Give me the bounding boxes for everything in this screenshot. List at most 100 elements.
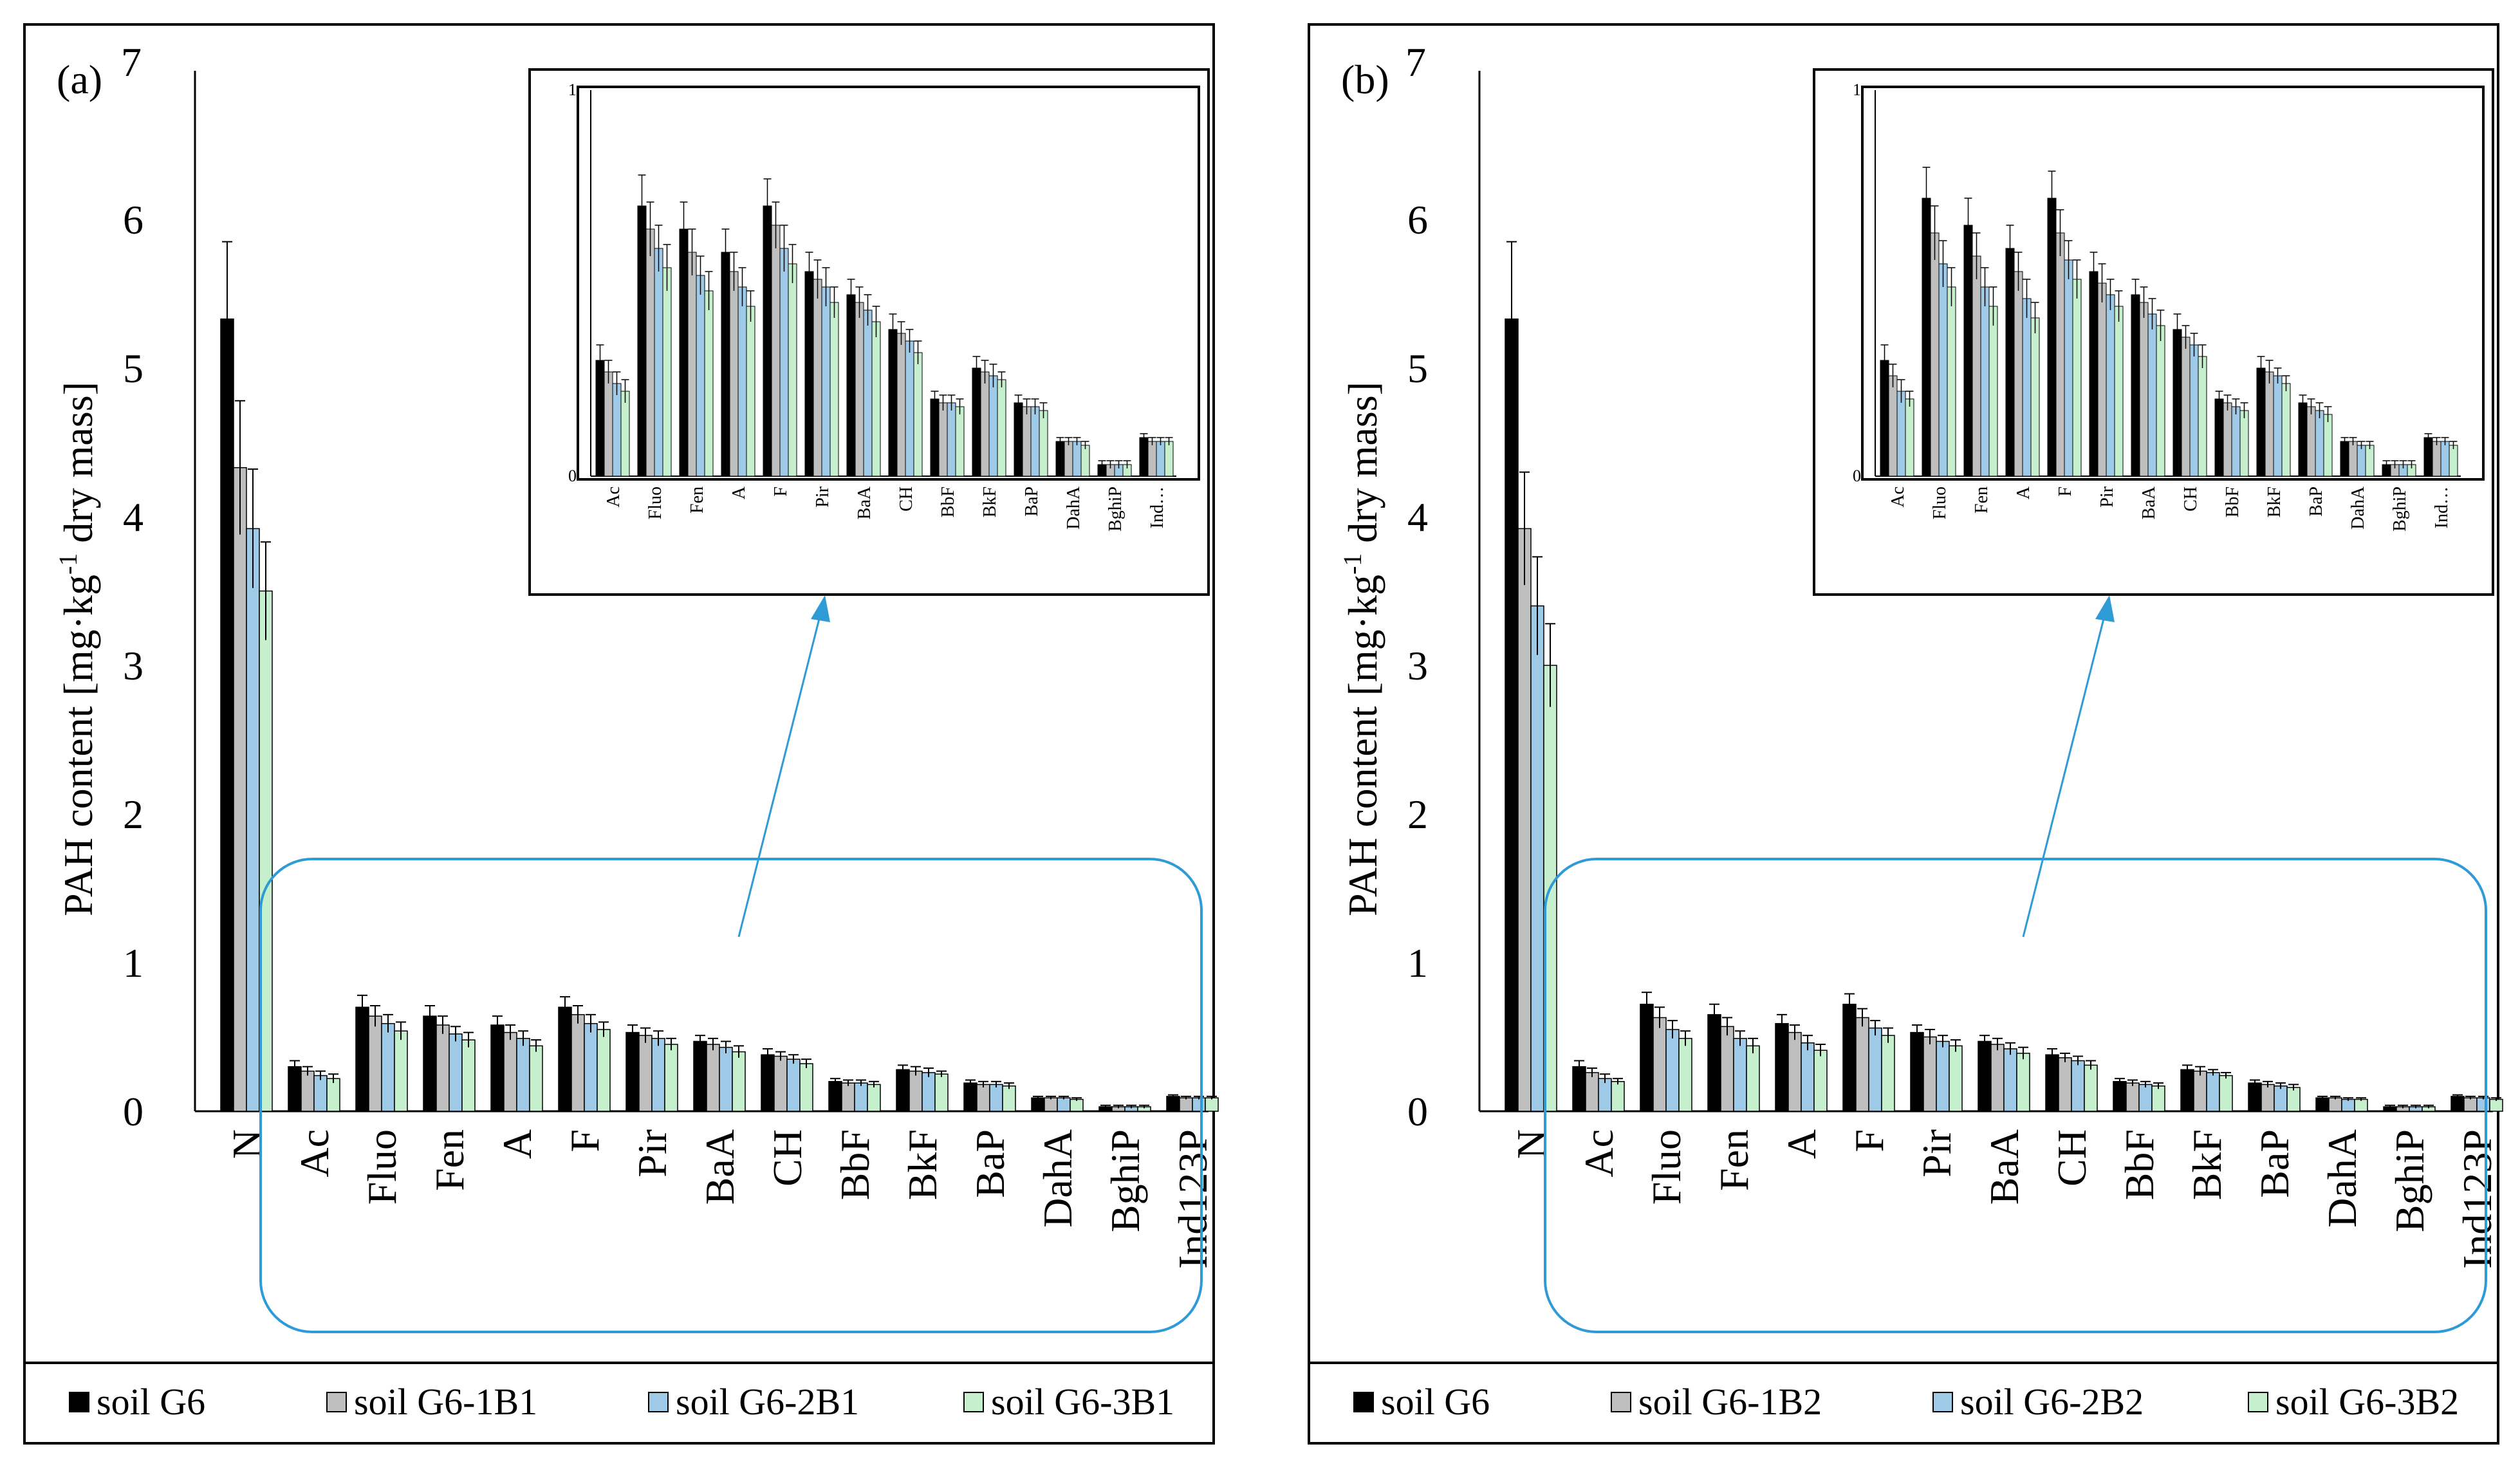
x-tick-label: BbF	[832, 1129, 878, 1200]
inset-x-tick-label: BaP	[2306, 486, 2326, 517]
y-tick-label: 3	[123, 643, 144, 688]
legend-item: soil G6-1B2	[1611, 1381, 1822, 1423]
inset-bar	[905, 340, 914, 477]
bar	[1205, 1097, 1219, 1112]
x-tick-label: CH	[764, 1129, 810, 1187]
legend-label: soil G6-3B1	[991, 1381, 1174, 1423]
inset-bar	[2340, 441, 2349, 477]
bar	[799, 1063, 813, 1112]
inset-bar	[2323, 414, 2333, 477]
inset-y-tick-label: 1	[1853, 80, 1861, 99]
bar	[922, 1072, 936, 1112]
inset-bar	[645, 228, 655, 477]
inset-bar	[2440, 441, 2450, 477]
inset-bar	[846, 294, 856, 477]
inset-bar	[930, 398, 940, 477]
bar	[1936, 1040, 1950, 1112]
x-tick-label: Ac	[292, 1129, 337, 1178]
bar	[313, 1075, 328, 1112]
inset-bar	[2214, 398, 2224, 477]
legend-swatch	[326, 1392, 347, 1412]
legend-swatch	[648, 1392, 669, 1412]
inset-x-tick-label: BaP	[1022, 486, 1042, 517]
x-tick-label: DahA	[1035, 1129, 1080, 1228]
bar	[1517, 528, 1532, 1112]
bar	[1166, 1096, 1180, 1112]
inset-bar	[637, 205, 647, 477]
inset-bar	[2265, 371, 2274, 477]
inset-bar	[1147, 441, 1157, 477]
inset-bar	[863, 310, 873, 477]
inset-bar	[2181, 337, 2191, 477]
inset-x-tick-label: A	[2014, 486, 2034, 499]
panel-b: 0 1 2 3 4 5 6 7 (b) PAH content [mg·kg-1 dry mass…	[1308, 23, 2503, 1445]
inset-bar	[1080, 445, 1090, 477]
inset-bar	[1922, 198, 1931, 477]
legend-label: soil G6-2B2	[1960, 1381, 2144, 1423]
inset-bar	[2173, 329, 2182, 477]
legend-item: soil G6	[69, 1381, 205, 1423]
bar	[355, 1006, 369, 1112]
inset-y-tick-label: 1	[568, 80, 577, 99]
bar	[516, 1038, 530, 1112]
highlight-box	[259, 858, 1203, 1333]
inset-bar	[955, 406, 965, 477]
inset-x-tick-label: BkF	[980, 486, 1000, 517]
bar	[828, 1081, 842, 1112]
inset-x-tick-label: CH	[2181, 486, 2201, 512]
bar	[2315, 1097, 2330, 1112]
x-tick-label: F	[1846, 1129, 1892, 1152]
x-tick-label: BaP	[2252, 1129, 2297, 1198]
highlight-arrow	[737, 611, 822, 938]
bar	[2248, 1082, 2262, 1112]
legend-label: soil G6	[97, 1381, 205, 1423]
x-tick-label: F	[562, 1129, 607, 1152]
inset-bar	[763, 205, 772, 477]
legend-label: soil G6-1B2	[1638, 1381, 1822, 1423]
bar	[774, 1055, 788, 1112]
inset-bar	[2055, 232, 2065, 477]
bar	[2476, 1097, 2490, 1112]
inset-x-tick-label: BkF	[2265, 486, 2284, 517]
inset-bar	[2223, 402, 2232, 477]
y-axis-title-sup: -1	[53, 553, 82, 575]
legend-swatch	[963, 1392, 984, 1412]
inset-x-tick-label: F	[771, 486, 791, 497]
y-tick-label: 7	[1405, 39, 1426, 85]
inset-bar	[595, 360, 605, 477]
inset-bar	[2231, 406, 2241, 477]
bar	[1031, 1097, 1045, 1112]
y-tick-label: 1	[123, 940, 144, 986]
inset-bar	[687, 252, 697, 477]
bar	[2126, 1082, 2140, 1112]
bar	[1585, 1072, 1599, 1112]
inset-bar	[1938, 263, 1948, 477]
inset-x-tick-label: DahA	[2348, 486, 2368, 530]
x-tick-label: Fluo	[1644, 1129, 1689, 1205]
inset-bar	[2239, 410, 2249, 477]
inset-x-tick-label: CH	[896, 486, 916, 512]
inset-bar	[2281, 383, 2291, 477]
bar	[867, 1084, 881, 1112]
y-axis-title: PAH content [mg·kg-1 dry mass]	[1338, 382, 1385, 916]
bar	[2463, 1097, 2478, 1112]
inset-bar	[1905, 398, 1914, 477]
bar	[1949, 1045, 1963, 1112]
inset-x-tick-label: F	[2055, 486, 2075, 497]
inset-x-tick-label: Ac	[1888, 486, 1908, 508]
inset-bar	[988, 375, 998, 477]
inset-bar	[2131, 294, 2140, 477]
inset-x-tick-label: Ac	[604, 486, 624, 508]
inset-bar	[871, 321, 881, 477]
bar	[381, 1022, 395, 1112]
x-tick-label: BaP	[967, 1129, 1013, 1198]
panel-a: 0 1 2 3 4 5 6 7 (a) PAH content [mg·kg-1 dry mass…	[23, 23, 1219, 1445]
inset-bar	[2014, 271, 2023, 477]
inset-bar	[1156, 441, 1165, 477]
inset-bar	[2030, 317, 2040, 477]
inset-bar	[997, 379, 1006, 477]
bar	[2261, 1084, 2275, 1112]
legend-item: soil G6-2B1	[648, 1381, 859, 1423]
x-tick-label: Pir	[629, 1129, 675, 1178]
inset-bar	[604, 371, 613, 477]
